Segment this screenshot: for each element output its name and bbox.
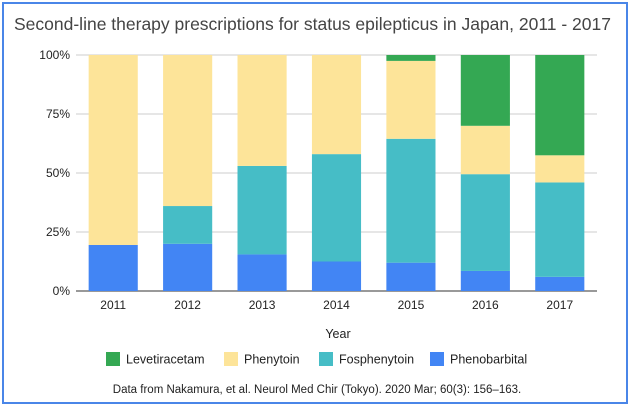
bar-phenobarbital-2015 (386, 262, 436, 291)
bar-levetiracetam-2016 (460, 55, 510, 126)
source-note: Data from Nakamura, et al. Neurol Med Ch… (112, 384, 522, 396)
bar-fosphenytoin-2012 (163, 206, 213, 244)
legend-swatch-phenytoin (224, 352, 238, 366)
x-tick-label: 2014 (323, 298, 350, 312)
bar-phenobarbital-2012 (163, 243, 213, 291)
bar-fosphenytoin-2016 (460, 174, 510, 271)
bar-phenytoin-2017 (535, 155, 585, 183)
y-tick-label: 25% (46, 225, 70, 239)
y-axis-ticks: 0% 25% 50% 75% 100% (39, 48, 70, 298)
bar-levetiracetam-2017 (535, 55, 585, 156)
legend-swatch-phenobarbital (430, 352, 444, 366)
x-tick-label: 2012 (174, 298, 201, 312)
chart-title: Second-line therapy prescriptions for st… (14, 14, 611, 34)
legend-label-phenobarbital: Phenobarbital (450, 353, 527, 367)
bar-phenytoin-2014 (311, 55, 362, 155)
x-axis-title: Year (325, 327, 350, 341)
bar-phenobarbital-2014 (311, 261, 362, 291)
bar-phenobarbital-2017 (535, 276, 585, 291)
bar-phenytoin-2016 (460, 125, 510, 175)
y-tick-label: 100% (39, 48, 70, 62)
bar-phenytoin-2015 (386, 60, 436, 139)
bar-phenobarbital-2011 (88, 244, 138, 291)
bar-phenytoin-2011 (88, 55, 138, 245)
bars (88, 55, 585, 291)
legend-label-fosphenytoin: Fosphenytoin (339, 353, 414, 367)
x-tick-label: 2015 (398, 298, 425, 312)
bar-phenobarbital-2016 (460, 270, 510, 291)
bar-fosphenytoin-2015 (386, 138, 436, 263)
bar-phenytoin-2013 (237, 55, 287, 166)
legend: Levetiracetam Phenytoin Fosphenytoin Phenob… (106, 352, 527, 367)
legend-swatch-fosphenytoin (319, 352, 333, 366)
x-tick-label: 2016 (472, 298, 499, 312)
x-tick-label: 2017 (546, 298, 573, 312)
x-tick-label: 2013 (249, 298, 276, 312)
y-tick-label: 75% (46, 107, 70, 121)
bar-fosphenytoin-2014 (311, 154, 362, 262)
legend-label-levetiracetam: Levetiracetam (126, 353, 205, 367)
x-tick-label: 2011 (100, 298, 126, 312)
bar-phenobarbital-2013 (237, 254, 287, 291)
bar-fosphenytoin-2017 (535, 182, 585, 277)
y-tick-label: 0% (53, 284, 71, 298)
y-tick-label: 50% (46, 166, 70, 180)
x-axis-ticks: 2011 2012 2013 2014 2015 2016 2017 (100, 298, 573, 312)
legend-label-phenytoin: Phenytoin (244, 353, 300, 367)
bar-fosphenytoin-2013 (237, 165, 287, 255)
legend-swatch-levetiracetam (106, 352, 120, 366)
bar-levetiracetam-2015 (386, 55, 436, 61)
bar-phenytoin-2012 (163, 55, 213, 207)
